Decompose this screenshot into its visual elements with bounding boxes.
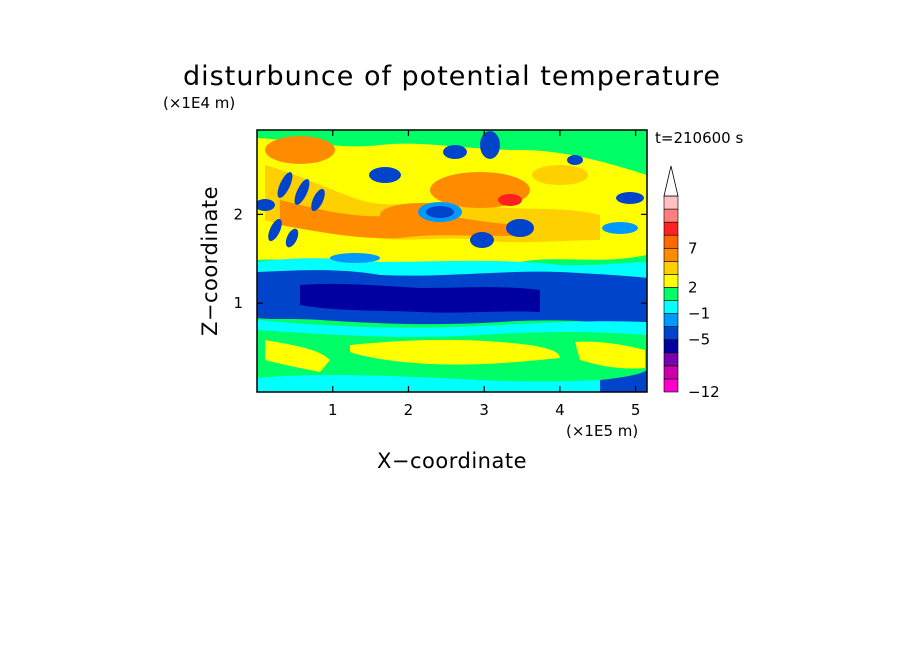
cyan-blob <box>330 253 380 263</box>
cell-blue-8 <box>616 192 644 204</box>
colorbar: 7 2 −1 −5 −12 <box>663 165 720 401</box>
colorbar-label: 2 <box>688 278 698 296</box>
colorbar-segment <box>663 339 679 354</box>
y-axis-title: Z−coordinate <box>198 186 222 336</box>
colorbar-label: 7 <box>688 239 698 257</box>
cell-cyan-2 <box>602 222 638 234</box>
time-label: t=210600 s <box>655 129 743 147</box>
yellow-lower-3 <box>575 341 645 369</box>
yellow-lower-2 <box>350 339 560 365</box>
chart-title: disturbunce of potential temperature <box>183 61 721 92</box>
y-tick-label: 2 <box>233 205 243 223</box>
colorbar-extend-arrow <box>663 165 679 197</box>
x-axis-title: X−coordinate <box>377 449 527 473</box>
blob-orange-1 <box>265 136 335 164</box>
colorbar-segment <box>663 287 679 301</box>
colorbar-segment <box>663 274 679 288</box>
colorbar-segment <box>663 208 679 223</box>
bottom-cyan <box>257 374 647 392</box>
colorbar-segment <box>663 300 679 314</box>
x-axis-ticks: 1 2 3 4 5 <box>328 130 640 419</box>
oblique-wave-packets <box>257 172 325 248</box>
y-unit-label: (×1E4 m) <box>163 94 235 112</box>
x-tick-label: 5 <box>631 401 641 419</box>
colorbar-segment <box>663 378 679 393</box>
x-tick-label: 1 <box>328 401 338 419</box>
colorbar-label: −1 <box>688 305 710 323</box>
yellow-lower-1 <box>265 340 330 372</box>
y-axis-ticks: 12 <box>233 205 647 312</box>
colorbar-segment <box>663 326 679 341</box>
cell-blue-4 <box>480 131 500 159</box>
colorbar-segment <box>663 221 679 236</box>
colorbar-segment <box>663 313 679 327</box>
x-tick-label: 2 <box>404 401 414 419</box>
cell-blue-1 <box>443 145 467 159</box>
blob-gold-1 <box>532 165 588 185</box>
colorbar-segment <box>663 234 679 249</box>
colorbar-label: −5 <box>688 331 710 349</box>
colorbar-segment <box>663 247 679 262</box>
colorbar-segment <box>663 195 679 210</box>
contour-field <box>257 130 647 392</box>
colorbar-segment <box>663 261 679 275</box>
plot-frame <box>256 129 648 393</box>
navy-core <box>300 283 540 313</box>
y-tick-label: 1 <box>233 294 243 312</box>
cell-blue-5 <box>506 219 534 237</box>
max-red <box>498 194 522 206</box>
colorbar-segment <box>663 365 679 380</box>
colorbar-label: −12 <box>688 383 720 401</box>
x-tick-label: 4 <box>555 401 565 419</box>
cell-blue-7 <box>567 155 583 165</box>
x-unit-label: (×1E5 m) <box>566 422 638 440</box>
cell-blue-2 <box>369 167 401 183</box>
cell-blue-6 <box>470 232 494 248</box>
colorbar-segment <box>663 352 679 367</box>
cell-blue-3 <box>426 206 454 218</box>
x-tick-label: 3 <box>479 401 489 419</box>
